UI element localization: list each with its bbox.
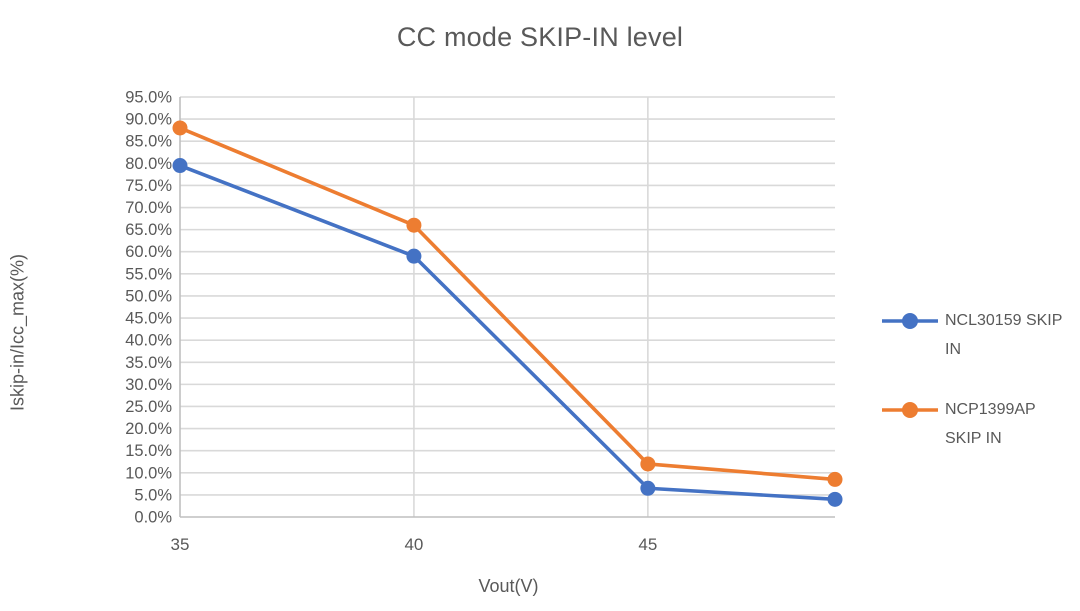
- y-tick-label: 75.0%: [125, 177, 172, 195]
- x-tick-label: 45: [638, 535, 657, 554]
- y-tick-label: 30.0%: [125, 376, 172, 394]
- legend-item: NCP1399AP SKIP IN: [881, 395, 1073, 453]
- y-tick-label: 0.0%: [134, 509, 172, 527]
- legend-series-marker-icon: [882, 313, 938, 329]
- legend-series-marker-icon: [882, 402, 938, 418]
- chart-title: CC mode SKIP-IN level: [396, 22, 684, 52]
- legend-item: NCL30159 SKIP IN: [881, 306, 1073, 364]
- data-point-marker: [827, 491, 843, 507]
- y-tick-label: 5.0%: [134, 486, 172, 504]
- x-axis-title: Vout(V): [478, 576, 539, 596]
- y-tick-label: 10.0%: [125, 464, 172, 482]
- legend: NCL30159 SKIP IN NCP1399AP SKIP IN: [881, 306, 1073, 484]
- series-line: [178, 163, 837, 502]
- y-tick-label: 85.0%: [125, 133, 172, 151]
- y-tick-label: 65.0%: [125, 221, 172, 239]
- legend-item-label: NCP1399AP SKIP IN: [945, 401, 1036, 447]
- x-tick-label: 35: [171, 535, 190, 554]
- series-line: [178, 126, 837, 482]
- x-tick-label: 40: [404, 535, 423, 554]
- y-tick-label: 45.0%: [125, 310, 172, 328]
- y-tick-label: 80.0%: [125, 155, 172, 173]
- y-tick-label: 20.0%: [125, 420, 172, 438]
- data-point-marker: [640, 456, 656, 472]
- y-tick-label: 60.0%: [125, 243, 172, 261]
- y-tick-label: 15.0%: [125, 442, 172, 460]
- data-point-marker: [406, 248, 422, 264]
- y-tick-label: 40.0%: [125, 332, 172, 350]
- y-tick-label: 50.0%: [125, 287, 172, 305]
- data-point-marker: [827, 471, 843, 487]
- legend-item-label: NCL30159 SKIP IN: [945, 312, 1063, 358]
- y-tick-label: 70.0%: [125, 199, 172, 217]
- y-tick-label: 55.0%: [125, 265, 172, 283]
- y-tick-label: 95.0%: [125, 89, 172, 107]
- y-tick-label: 25.0%: [125, 398, 172, 416]
- data-point-marker: [406, 217, 422, 233]
- y-tick-label: 90.0%: [125, 111, 172, 129]
- data-point-marker: [640, 480, 656, 496]
- y-tick-label: 35.0%: [125, 354, 172, 372]
- data-point-marker: [172, 120, 188, 136]
- data-point-marker: [172, 158, 188, 174]
